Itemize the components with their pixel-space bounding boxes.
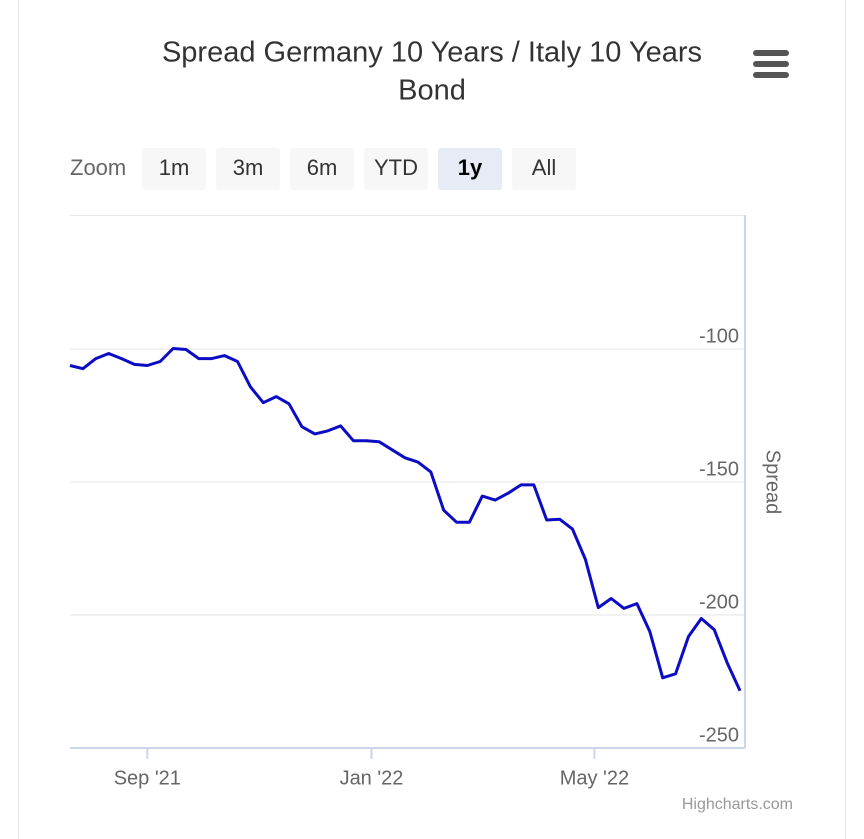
zoom-button-label[interactable]: 1m	[159, 155, 190, 180]
chart-title: Spread Germany 10 Years / Italy 10 Years	[162, 37, 702, 69]
zoom-button-label[interactable]: 1y	[458, 155, 483, 180]
zoom-button-label[interactable]: YTD	[374, 155, 418, 180]
zoom-label: Zoom	[70, 155, 126, 180]
menu-bar	[753, 72, 789, 78]
credits[interactable]: Highcharts.com	[682, 796, 793, 813]
zoom-button[interactable]	[512, 148, 576, 190]
y-tick-label: -200	[699, 591, 739, 613]
y-tick-label: -100	[699, 325, 739, 347]
series-line	[69, 347, 742, 692]
menu-button[interactable]	[753, 50, 789, 78]
y-axis-title: Spread	[762, 450, 784, 515]
zoom-button[interactable]	[290, 148, 354, 190]
zoom-button-label[interactable]: 3m	[233, 155, 264, 180]
zoom-button-label[interactable]: 6m	[307, 155, 338, 180]
zoom-button[interactable]	[142, 148, 206, 190]
zoom-button-label[interactable]: All	[532, 155, 556, 180]
zoom-button[interactable]	[364, 148, 428, 190]
x-tick-label: Sep '21	[114, 767, 181, 789]
menu-bar	[753, 61, 789, 67]
zoom-button[interactable]	[216, 148, 280, 190]
y-tick-label: -250	[699, 724, 739, 746]
chart-title: Bond	[398, 75, 466, 107]
menu-bar	[753, 50, 789, 56]
zoom-button[interactable]	[438, 148, 502, 190]
y-tick-label: -150	[699, 458, 739, 480]
x-tick-label: Jan '22	[340, 767, 404, 789]
x-tick-label: May '22	[560, 767, 629, 789]
